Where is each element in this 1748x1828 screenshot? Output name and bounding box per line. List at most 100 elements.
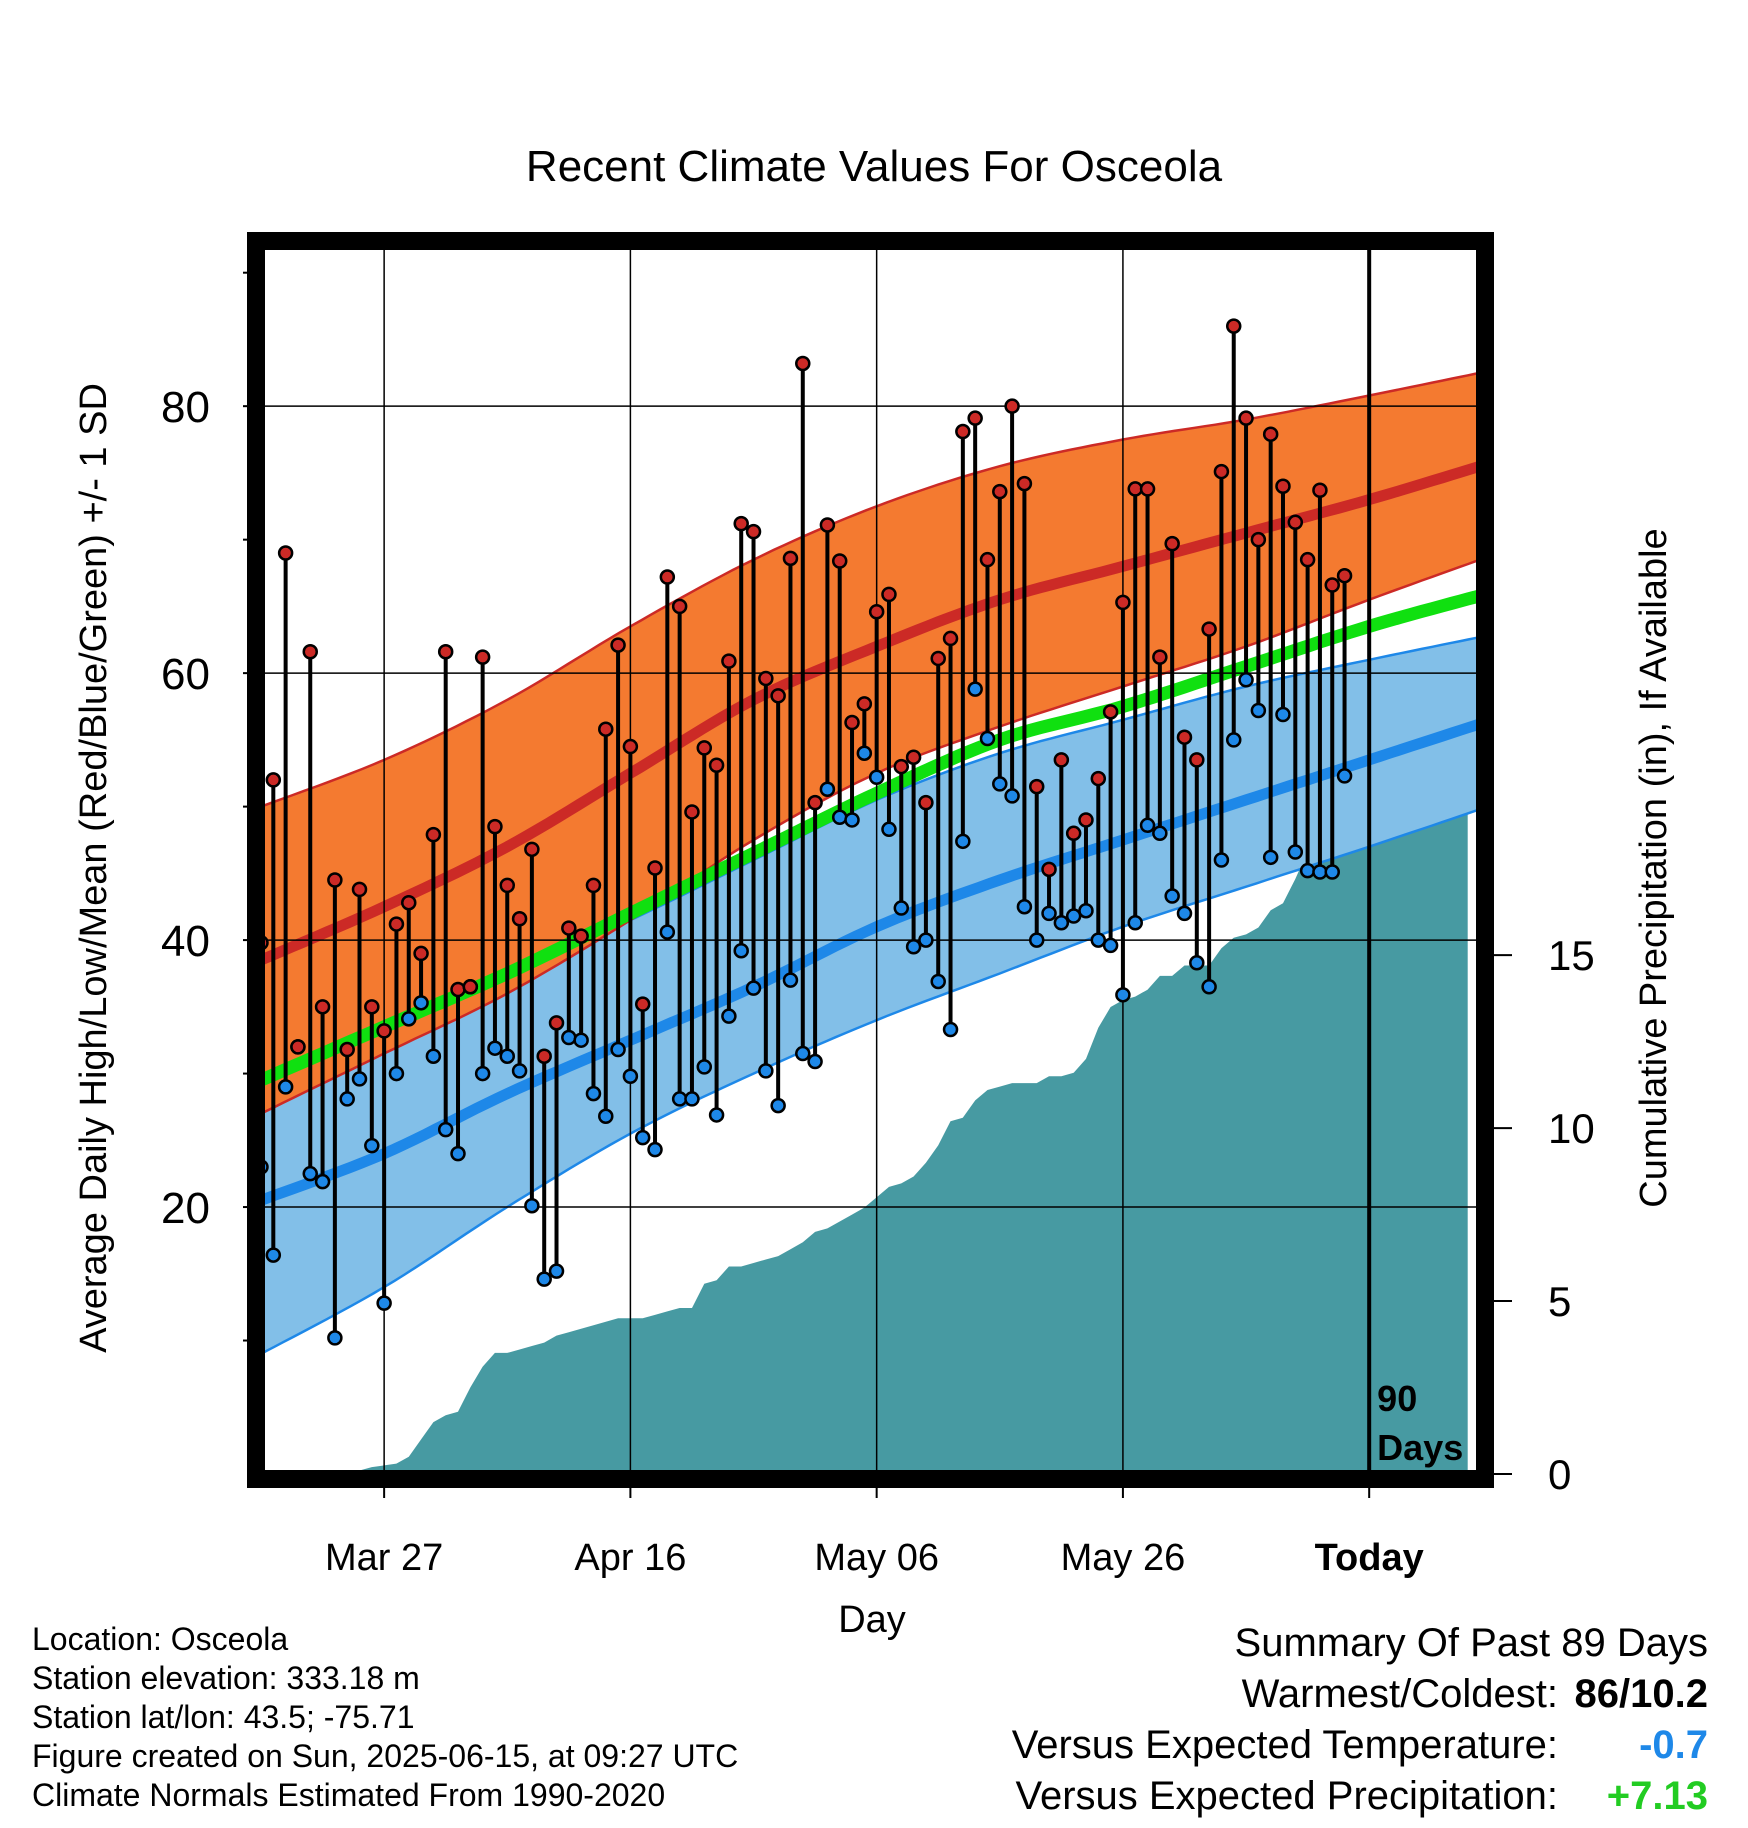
daily-high-point [930, 650, 946, 667]
daily-high-point [758, 670, 774, 687]
low-sd-band [261, 637, 1480, 1354]
daily-high-point [1189, 752, 1205, 768]
daily-high-point [684, 804, 700, 820]
daily-low-point [1164, 888, 1180, 904]
today-days-label: Days [1377, 1427, 1463, 1468]
y-tick-label: 20 [161, 1184, 210, 1233]
daily-low-point [831, 809, 848, 826]
plot-area: 90 Days 20 40 60 80 0 5 10 15 Mar 27 Apr 16 May 06 Ma… [161, 232, 1595, 1579]
daily-low-point [1250, 702, 1267, 719]
daily-low-point [425, 1048, 442, 1064]
daily-low-point [450, 1145, 466, 1162]
daily-low-point [1312, 864, 1328, 880]
daily-high-point [905, 749, 922, 765]
x-tick-label: May 06 [814, 1537, 939, 1579]
daily-high-point [1275, 478, 1291, 495]
daily-low-point [1016, 898, 1033, 915]
warmest-coldest-label: Warmest/Coldest: [1241, 1672, 1558, 1716]
daily-low-point [1065, 908, 1082, 924]
daily-high-point [1065, 825, 1082, 842]
daily-low-point [1102, 937, 1119, 954]
x-tick-label: Mar 27 [325, 1537, 443, 1579]
daily-high-point [955, 423, 971, 440]
daily-low-point [819, 781, 836, 798]
daily-high-point [1152, 649, 1168, 665]
daily-low-point [413, 995, 429, 1011]
daily-high-point [1262, 426, 1279, 442]
daily-low-point [277, 1079, 294, 1095]
daily-high-point [487, 818, 503, 835]
daily-high-point [437, 644, 454, 660]
daily-low-point [955, 833, 971, 850]
daily-low-point [745, 980, 762, 996]
daily-low-point [1004, 788, 1020, 804]
daily-high-point [536, 1048, 552, 1064]
daily-high-point [351, 881, 368, 898]
location-text: Location: Osceola [32, 1621, 289, 1657]
daily-low-point [1053, 914, 1070, 931]
daily-low-point [856, 745, 873, 761]
daily-high-point [622, 738, 639, 755]
daily-high-point [1053, 752, 1070, 768]
daily-low-point [524, 1197, 540, 1214]
daily-low-point [1078, 902, 1094, 919]
daily-high-point [1238, 410, 1254, 426]
daily-high-point [881, 586, 897, 603]
daily-low-point [647, 1141, 663, 1158]
daily-high-point [388, 916, 405, 932]
daily-low-point [795, 1045, 811, 1062]
daily-low-point [634, 1129, 651, 1146]
daily-high-point [1201, 621, 1217, 637]
daily-high-point [548, 1015, 565, 1031]
daily-high-point [807, 794, 823, 811]
daily-low-point [327, 1330, 343, 1346]
daily-high-point [1139, 481, 1156, 497]
daily-high-point [524, 841, 540, 858]
y-tick-label: 60 [161, 650, 210, 699]
precip-anomaly-label: Versus Expected Precipitation: [1015, 1774, 1558, 1818]
daily-low-point [499, 1048, 516, 1064]
summary-panel: Summary Of Past 89 Days Warmest/Coldest:… [948, 1618, 1708, 1822]
daily-high-point [733, 515, 749, 532]
daily-low-point [979, 730, 996, 747]
daily-high-point [1016, 475, 1033, 492]
daily-high-point [819, 517, 836, 533]
daily-low-point [351, 1071, 368, 1087]
coldest-value: 10.2 [1630, 1672, 1708, 1716]
daily-low-point [1213, 852, 1230, 868]
daily-high-point [1176, 729, 1193, 745]
created-text: Figure created on Sun, 2025-06-15, at 09… [32, 1738, 739, 1774]
daily-low-point [1028, 932, 1045, 948]
warmest-separator: / [1619, 1672, 1631, 1716]
daily-high-point [561, 920, 577, 936]
daily-high-point [893, 758, 910, 775]
daily-high-point [868, 603, 885, 620]
daily-high-point [1078, 812, 1094, 828]
daily-high-point [425, 826, 442, 843]
daily-high-point [795, 355, 811, 372]
daily-high-point [450, 981, 466, 998]
daily-high-point [696, 740, 713, 756]
latlon-text: Station lat/lon: 43.5; -75.71 [32, 1699, 415, 1735]
warmest-coldest-row: Warmest/Coldest: 86/10.2 [948, 1669, 1708, 1720]
daily-high-point [277, 545, 294, 561]
daily-high-point [1115, 594, 1131, 611]
daily-low-point [893, 900, 910, 916]
daily-high-point [1324, 577, 1340, 593]
daily-low-point [1176, 905, 1193, 922]
x-tick-label: Apr 16 [574, 1537, 686, 1579]
daily-low-point [1115, 987, 1131, 1003]
plot-content [261, 246, 1480, 1474]
summary-title-text: Summary Of Past 89 Days [1234, 1621, 1708, 1665]
daily-low-point [585, 1085, 602, 1102]
warmest-value: 86 [1574, 1672, 1620, 1716]
daily-low-point [918, 932, 934, 948]
daily-high-point [339, 1041, 355, 1058]
daily-low-point [758, 1063, 774, 1079]
daily-low-point [1262, 849, 1279, 866]
daily-high-point [745, 523, 762, 540]
summary-title: Summary Of Past 89 Days [948, 1618, 1708, 1669]
daily-high-point [770, 688, 786, 704]
daily-high-point [1336, 567, 1353, 584]
daily-low-point [733, 943, 749, 959]
